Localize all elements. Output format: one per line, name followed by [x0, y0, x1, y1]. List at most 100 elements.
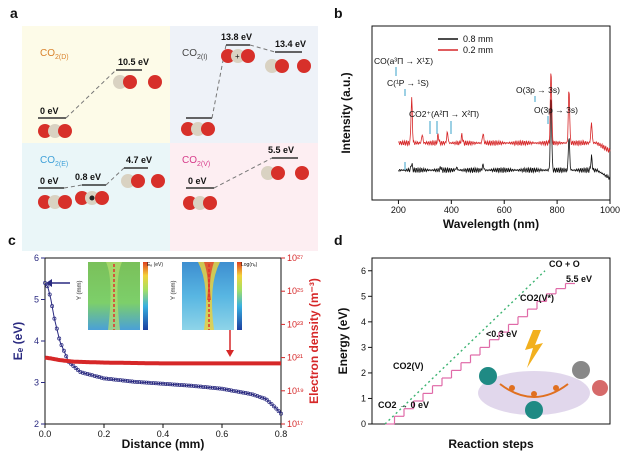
electron-energy-point	[113, 377, 118, 382]
co2-molecule-icon	[38, 124, 72, 138]
electron-energy-point	[165, 382, 170, 387]
level-connector	[211, 44, 227, 119]
legend-label-0-8mm: 0.8 mm	[463, 34, 493, 44]
level-4-7ev: 4.7 eV	[126, 155, 152, 165]
level-13-4ev: 13.4 eV	[275, 39, 306, 49]
electron-energy-point	[87, 372, 92, 377]
electron-energy-point	[47, 292, 52, 297]
inset-energy-map: Eₑ (eV) Y (mm)	[77, 262, 163, 330]
electron-energy-point	[184, 383, 189, 388]
panel-c-ticks: 0.0 0.2 0.4 0.6 0.8 2 3 4 5 6 10¹⁷ 10¹⁹ 10²¹ 10²³ 10²⁵…	[34, 253, 304, 439]
spectrum-line-1	[398, 73, 611, 153]
y2-tick-label: 10¹⁷	[287, 419, 303, 429]
x-tick-label: 800	[550, 205, 565, 215]
electron-energy-point	[267, 399, 272, 404]
panel-c-ylabel: Eₑ (eV)	[11, 322, 25, 361]
electron-energy-point	[217, 386, 222, 391]
level-connector	[213, 157, 273, 189]
panel-a-label: a	[10, 5, 18, 21]
electron-energy-point	[158, 381, 163, 386]
co2-ion-icon: +	[221, 49, 255, 63]
panel-b-xlabel: Wavelength (nm)	[443, 217, 539, 231]
inset1-ylabel: Y (mm)	[77, 280, 83, 300]
inset-density-map: Log(nₑ) Y (mm)	[171, 262, 258, 330]
annotation-co2-0ev: CO2 → 0 eV	[378, 400, 429, 410]
level-10-5ev: 10.5 eV	[118, 57, 149, 67]
electron-energy-point	[130, 379, 135, 384]
electron-energy-point	[191, 383, 196, 388]
electron-energy-point	[172, 382, 177, 387]
panel-d-ylabel: Energy (eV)	[336, 308, 350, 375]
electron-energy-point	[175, 382, 180, 387]
level-5-5ev: 5.5 eV	[268, 145, 294, 155]
x-tick-label: 400	[444, 205, 459, 215]
y2-tick-label: 10²¹	[287, 353, 303, 363]
electron-energy-point	[220, 386, 224, 391]
electron-energy-point	[92, 373, 97, 378]
electron-energy-point	[274, 406, 279, 411]
annotation-co-transition: CO(a³Π → X¹Σ)	[374, 56, 433, 66]
annotation-co2plus-transition: CO2⁺(A²Π → X²Π)	[409, 109, 479, 119]
electron-energy-point	[85, 372, 90, 376]
electron-energy-point	[271, 404, 276, 409]
panel-b-label: b	[334, 5, 343, 21]
electron-energy-point	[182, 383, 187, 388]
legend-label-0-2mm: 0.2 mm	[463, 45, 493, 55]
inset1-colorbar-label: Eₑ (eV)	[147, 262, 163, 268]
electron-energy-point	[198, 384, 203, 389]
left-axis-arrow-icon	[46, 279, 70, 287]
electron-energy-point	[241, 390, 246, 395]
co-plus-o-icon	[121, 174, 165, 188]
electron-energy-point	[125, 379, 130, 383]
electron-energy-point	[203, 385, 208, 390]
y-tick-label: 5	[361, 291, 366, 301]
electron-energy-point	[189, 383, 194, 388]
level-0ev: 0 eV	[40, 176, 59, 186]
electron-energy-point	[208, 385, 213, 390]
co2-excited-icon	[75, 191, 109, 205]
y-tick-label: 4	[361, 317, 366, 327]
x-tick-label: 1000	[600, 205, 620, 215]
electron-energy-point	[151, 381, 156, 386]
electron-energy-point	[279, 411, 283, 416]
electron-energy-point	[238, 390, 243, 395]
electron-energy-point	[253, 393, 257, 398]
electron-energy-point	[71, 363, 76, 368]
panel-b-legend: 0.8 mm 0.2 mm	[438, 34, 493, 55]
annotation-markers	[395, 67, 549, 170]
electron-energy-point	[97, 375, 102, 380]
co2-molecule-icon	[38, 195, 72, 209]
annotation-co-plus-o: CO + O	[549, 259, 580, 269]
x-tick-label: 200	[391, 205, 406, 215]
y-tick-label: 0	[361, 419, 366, 429]
electron-energy-point	[201, 384, 206, 389]
electron-energy-point	[139, 380, 144, 385]
electron-energy-point	[128, 379, 132, 384]
level-0-8ev: 0.8 eV	[75, 172, 101, 182]
y2-tick-label: 10¹⁹	[287, 386, 304, 396]
panel-d: d 0 1 2 3 4 5 6 Reaction steps Energy (eV) CO2…	[334, 232, 611, 451]
electron-energy-point	[94, 374, 99, 379]
electron-energy-point	[236, 389, 241, 394]
svg-text:+: +	[235, 52, 240, 61]
inset2-ylabel: Y (mm)	[171, 280, 177, 300]
electron-energy-point	[61, 348, 66, 353]
level-connector	[63, 184, 83, 189]
electron-energy-point	[257, 394, 262, 399]
electron-energy-point	[231, 388, 236, 393]
level-connector	[65, 69, 117, 119]
level-0ev: 0 eV	[188, 176, 207, 186]
annotation-o-transition-2: O(3p → 3s)	[534, 105, 578, 115]
electron-energy-point	[210, 385, 215, 390]
electron-energy-point	[116, 377, 121, 382]
panel-c: c 0.0 0.2 0.4 0.6 0.8 2 3 4 5 6 10¹⁷ 10¹⁹ 10²¹ 10²³ 10…	[8, 232, 321, 451]
electron-energy-point	[144, 380, 149, 385]
level-connector	[249, 44, 276, 53]
panel-a-box-4	[170, 143, 318, 251]
y2-tick-label: 10²⁷	[287, 253, 303, 263]
annotation-5-5ev: 5.5 eV	[566, 274, 592, 284]
inset2-colorbar-label: Log(nₑ)	[241, 262, 258, 268]
panel-c-series	[43, 280, 283, 416]
electron-energy-point	[168, 382, 173, 387]
panel-c-y2label: Electron density (m⁻³)	[307, 278, 321, 404]
